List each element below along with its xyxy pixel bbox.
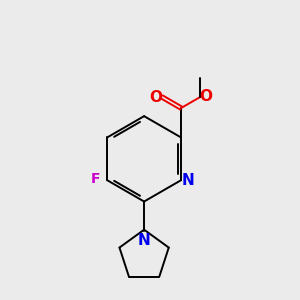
- Text: O: O: [150, 89, 163, 104]
- Text: N: N: [182, 173, 195, 188]
- Text: N: N: [138, 233, 151, 248]
- Text: F: F: [91, 172, 101, 186]
- Text: O: O: [199, 88, 212, 104]
